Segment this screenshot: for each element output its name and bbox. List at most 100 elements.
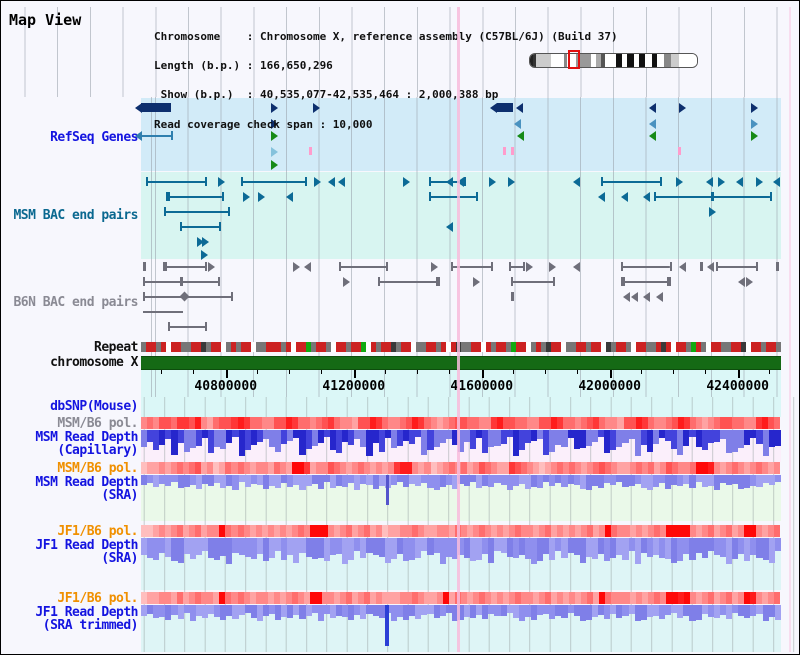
arrow-left-glyph[interactable] bbox=[706, 262, 714, 272]
msm-b6-polymorphism-heatmap-sra[interactable] bbox=[141, 462, 781, 474]
arrow-left-glyph[interactable] bbox=[327, 177, 335, 187]
arrow-left-glyph[interactable] bbox=[621, 192, 628, 202]
arrow-right-glyph[interactable] bbox=[718, 177, 726, 187]
arrow-left-glyph[interactable] bbox=[679, 262, 687, 272]
arrow-right-glyph[interactable] bbox=[430, 262, 438, 272]
snp-tick[interactable] bbox=[677, 147, 681, 155]
arrow-right-glyph[interactable] bbox=[258, 192, 266, 202]
chromosome-bar-label: chromosome X bbox=[50, 355, 138, 370]
bac-pair-bracket[interactable] bbox=[162, 262, 208, 271]
arrow-left-glyph[interactable] bbox=[649, 131, 657, 141]
bac-pair-bracket[interactable] bbox=[509, 262, 526, 271]
jf1-read-depth-trimmed-track[interactable] bbox=[141, 605, 781, 652]
arrow-right-glyph[interactable] bbox=[489, 177, 497, 187]
arrow-left-glyph[interactable] bbox=[622, 292, 630, 302]
arrow-left-glyph[interactable] bbox=[134, 131, 142, 141]
axis-major-tick bbox=[353, 370, 356, 378]
end-tick[interactable] bbox=[510, 292, 514, 301]
msm-read-depth-capillary-track[interactable] bbox=[141, 430, 781, 462]
jf1-b6-polymorphism-heatmap-sra[interactable] bbox=[141, 525, 781, 537]
arrow-right-glyph[interactable] bbox=[526, 262, 534, 272]
arrow-right-glyph[interactable] bbox=[549, 262, 557, 272]
arrow-left-glyph[interactable] bbox=[134, 103, 142, 113]
msm-bac-end-pairs-track[interactable] bbox=[141, 172, 781, 260]
arrow-left-glyph[interactable] bbox=[642, 192, 650, 202]
arrow-left-glyph[interactable] bbox=[446, 222, 454, 232]
arrow-left-glyph[interactable] bbox=[457, 177, 465, 187]
axis-minor-tick bbox=[673, 370, 675, 374]
repeat-track[interactable] bbox=[141, 342, 781, 352]
bac-pair-bracket[interactable] bbox=[601, 177, 663, 186]
arrow-right-glyph[interactable] bbox=[507, 177, 515, 187]
arrow-left-glyph[interactable] bbox=[573, 262, 580, 272]
arrow-right-glyph[interactable] bbox=[756, 177, 764, 187]
end-tick[interactable] bbox=[700, 262, 704, 271]
arrow-right-glyph[interactable] bbox=[270, 160, 278, 170]
arrow-left-glyph[interactable] bbox=[706, 177, 714, 187]
arrow-left-glyph[interactable] bbox=[630, 292, 638, 302]
bac-pair-bracket[interactable] bbox=[510, 277, 556, 286]
chromosome-x-bar[interactable] bbox=[141, 356, 781, 370]
bac-pair-bracket[interactable] bbox=[621, 277, 672, 286]
arrow-right-glyph[interactable] bbox=[217, 177, 225, 187]
arrow-right-glyph[interactable] bbox=[676, 177, 684, 187]
repeat-segment bbox=[776, 342, 781, 352]
arrow-left-glyph[interactable] bbox=[773, 177, 781, 187]
bac-pair-bracket[interactable] bbox=[429, 192, 478, 201]
arrow-right-glyph[interactable] bbox=[202, 237, 210, 247]
end-tick[interactable] bbox=[142, 262, 146, 271]
jf1-b6-polymorphism-heatmap-trimmed[interactable] bbox=[141, 592, 781, 604]
axis-minor-tick bbox=[289, 370, 291, 374]
bac-pair-bracket[interactable] bbox=[715, 262, 759, 271]
bac-pair-bracket[interactable] bbox=[240, 177, 307, 186]
arrow-right-glyph[interactable] bbox=[750, 103, 758, 113]
arrow-left-glyph[interactable] bbox=[446, 177, 454, 187]
bac-pair-bracket[interactable] bbox=[377, 277, 441, 286]
bac-pair-bracket[interactable] bbox=[165, 192, 224, 201]
arrow-left-glyph[interactable] bbox=[304, 262, 312, 272]
arrow-right-glyph[interactable] bbox=[679, 103, 687, 113]
arrow-left-glyph[interactable] bbox=[597, 192, 605, 202]
bac-pair-bracket[interactable] bbox=[621, 262, 672, 271]
arrow-left-glyph[interactable] bbox=[738, 277, 746, 287]
b6n-bac-end-pairs-track[interactable] bbox=[141, 260, 781, 337]
arrow-left-glyph[interactable] bbox=[286, 192, 294, 202]
arrow-left-glyph[interactable] bbox=[736, 177, 744, 187]
arrow-left-glyph[interactable] bbox=[573, 177, 580, 187]
bac-pair-bracket[interactable] bbox=[180, 222, 222, 231]
arrow-left-glyph[interactable] bbox=[649, 103, 657, 113]
jf1-read-depth-sra-label-line1: JF1 Read Depth bbox=[35, 538, 138, 553]
arrow-left-glyph[interactable] bbox=[656, 292, 664, 302]
arrow-right-glyph[interactable] bbox=[313, 177, 321, 187]
arrow-right-glyph[interactable] bbox=[750, 131, 758, 141]
bac-line[interactable] bbox=[142, 307, 184, 316]
bac-pair-bracket[interactable] bbox=[654, 192, 773, 201]
arrow-left-glyph[interactable] bbox=[642, 292, 650, 302]
arrow-right-glyph[interactable] bbox=[201, 250, 209, 260]
bac-pair-bracket[interactable] bbox=[164, 207, 231, 216]
arrow-right-glyph[interactable] bbox=[402, 177, 410, 187]
arrow-right-glyph[interactable] bbox=[208, 262, 216, 272]
arrow-right-glyph[interactable] bbox=[242, 192, 250, 202]
axis-major-tick bbox=[225, 370, 228, 378]
arrow-right-glyph[interactable] bbox=[750, 119, 758, 129]
bac-pair-bracket[interactable] bbox=[167, 322, 208, 331]
msm-b6-polymorphism-heatmap-capillary[interactable] bbox=[141, 417, 781, 429]
bac-pair-bracket[interactable] bbox=[338, 262, 389, 271]
msm-read-depth-sra-track[interactable] bbox=[141, 475, 781, 521]
chromosome-ideogram[interactable] bbox=[529, 53, 698, 68]
ideogram-band bbox=[551, 54, 565, 67]
arrow-right-glyph[interactable] bbox=[343, 277, 351, 287]
arrow-right-glyph[interactable] bbox=[709, 207, 717, 217]
end-tick[interactable] bbox=[775, 262, 779, 271]
axis-minor-tick bbox=[641, 370, 643, 374]
bac-pair-bracket[interactable] bbox=[450, 262, 494, 271]
arrow-left-glyph[interactable] bbox=[649, 119, 657, 129]
bac-pair-bracket[interactable] bbox=[142, 277, 220, 286]
arrow-right-glyph[interactable] bbox=[293, 262, 301, 272]
jf1-read-depth-sra-track[interactable] bbox=[141, 538, 781, 590]
arrow-right-glyph[interactable] bbox=[745, 277, 753, 287]
arrow-right-glyph[interactable] bbox=[473, 277, 481, 287]
arrow-left-glyph[interactable] bbox=[338, 177, 346, 187]
bac-pair-bracket[interactable] bbox=[146, 177, 208, 186]
